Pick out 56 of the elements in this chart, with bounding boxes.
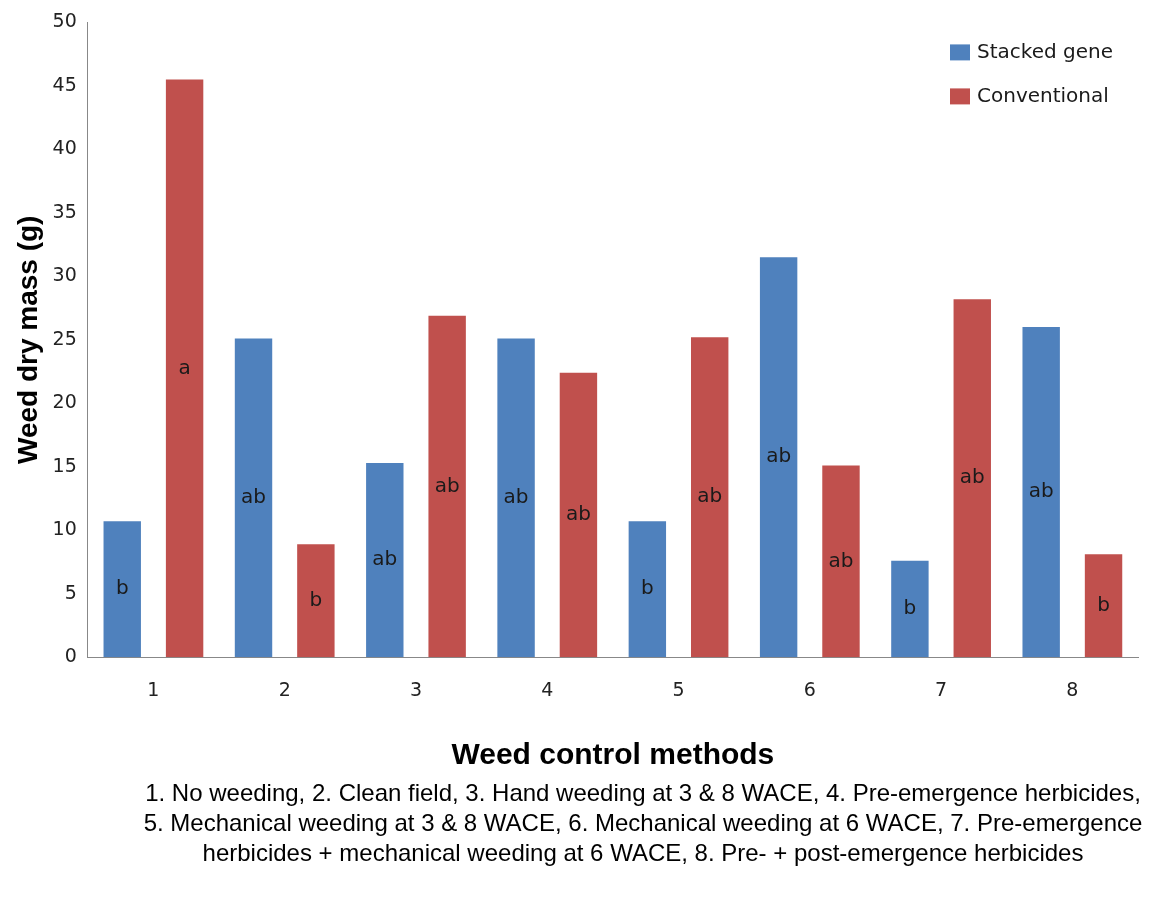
data-label: ab — [1028, 478, 1054, 503]
x-tick-label: 6 — [803, 677, 816, 700]
data-label: ab — [434, 472, 460, 497]
data-label: ab — [241, 484, 266, 509]
y-tick-label: 15 — [52, 453, 77, 476]
bar — [234, 338, 273, 658]
legend-label: Stacked gene — [977, 38, 1113, 63]
x-tick-label: 7 — [935, 677, 948, 700]
y-axis-title: Weed dry mass (g) — [11, 215, 43, 465]
y-tick-label: 20 — [52, 390, 77, 413]
x-axis-title: Weed control methods — [451, 737, 775, 771]
x-tick-label: 4 — [541, 677, 554, 700]
bar — [428, 315, 466, 658]
y-tick-label: 35 — [52, 199, 77, 222]
bar — [1084, 554, 1123, 658]
bar — [103, 521, 141, 658]
bar — [1022, 327, 1060, 658]
x-tick-label: 2 — [278, 677, 291, 700]
y-tick-label: 50 — [52, 9, 77, 32]
bar — [297, 544, 335, 658]
x-tick-label: 5 — [672, 677, 685, 700]
data-label: a — [178, 354, 191, 379]
y-tick-label: 25 — [52, 326, 77, 349]
x-tick-label: 1 — [147, 677, 160, 700]
data-label: ab — [565, 501, 591, 526]
x-tick-label: 3 — [409, 677, 423, 700]
x-tick-label: 8 — [1066, 677, 1079, 700]
y-tick-label: 0 — [64, 644, 77, 667]
y-tick-label: 40 — [52, 136, 77, 159]
data-label: ab — [828, 547, 854, 572]
legend-label: Conventional — [977, 82, 1109, 107]
data-label: b — [1097, 591, 1110, 616]
bar — [953, 299, 991, 658]
bar — [759, 257, 798, 658]
bar — [691, 337, 729, 658]
bar — [366, 462, 404, 658]
data-label: ab — [766, 443, 792, 468]
data-label: ab — [697, 483, 723, 508]
data-label: b — [309, 586, 323, 611]
text: 1. No weeding, 2. Clean field, 3. Hand weeding at 3 & 8 WACE, 4. Pre-emergence herbicides, 5. Mechanical weeding at 3 & 8 WACE, 6. Mechanical weeding at 6 WACE, 7. Pre-emergence herbicides + mechanical weeding at 6 WACE, 8. Pre- + post-emergence herbicides — [142, 778, 1144, 868]
data-label: ab — [372, 546, 398, 571]
data-label: b — [903, 595, 917, 620]
data-label: ab — [959, 464, 985, 489]
data-label: b — [641, 575, 654, 600]
bar — [628, 521, 667, 658]
bar — [822, 465, 860, 658]
bar — [165, 79, 204, 658]
bar — [891, 560, 929, 658]
y-tick-label: 45 — [52, 72, 77, 95]
y-tick-label: 10 — [52, 517, 77, 540]
y-tick-label: 5 — [64, 580, 77, 603]
bar — [559, 372, 598, 658]
y-tick-label: 30 — [52, 263, 77, 286]
data-label: b — [115, 575, 129, 600]
data-label: ab — [503, 484, 529, 509]
bar — [497, 338, 535, 658]
